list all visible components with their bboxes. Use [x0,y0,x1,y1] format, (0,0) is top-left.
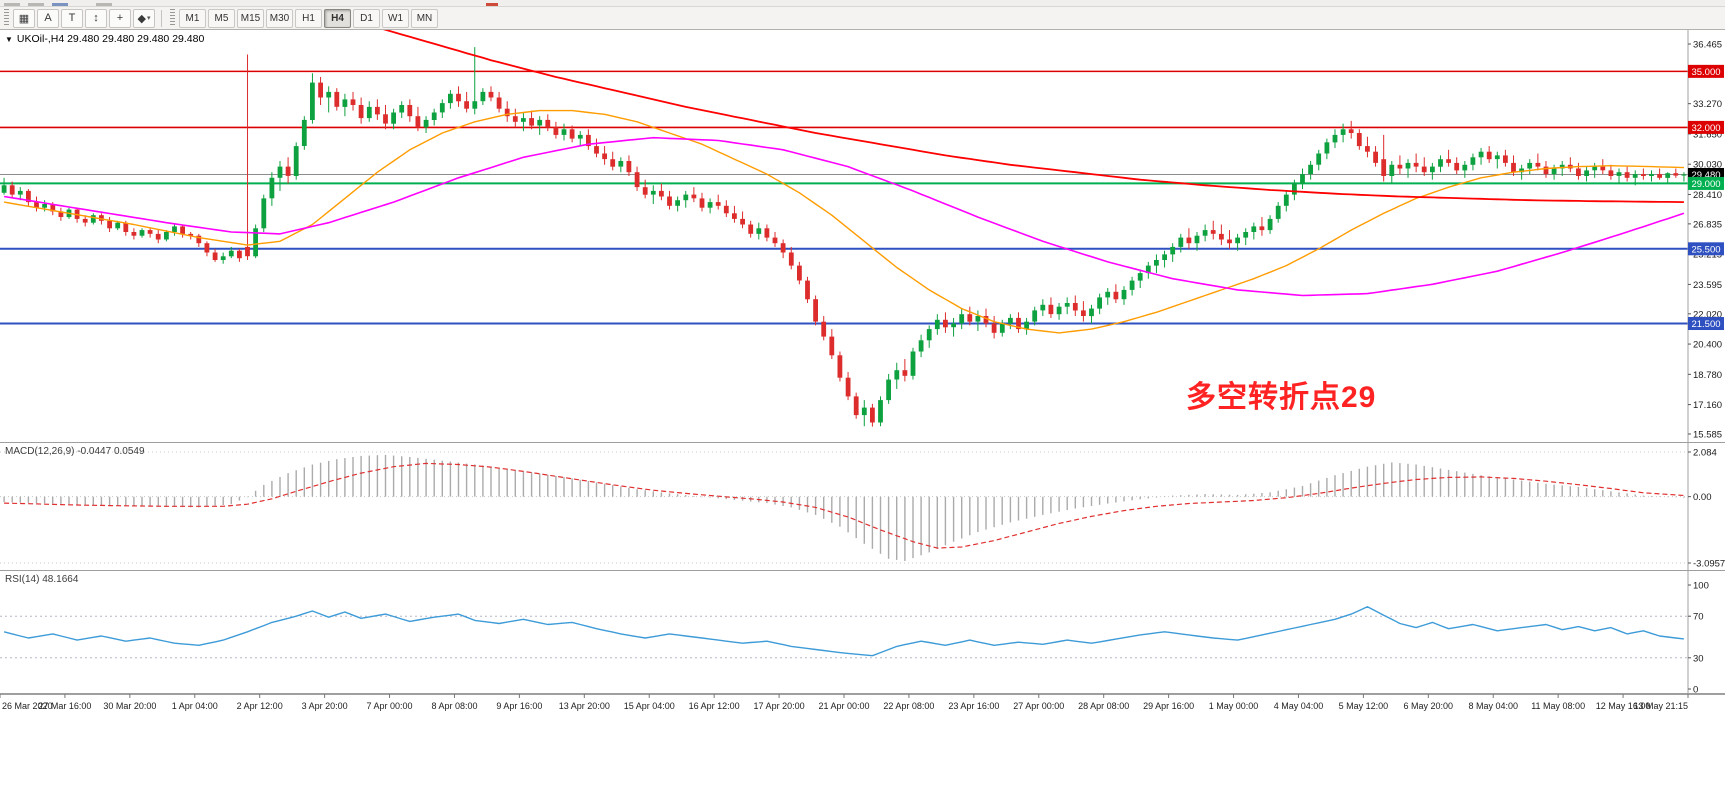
clipped-icon [28,3,44,6]
toolbar: ▦ A T ↕ + ◆ ▾ M1 M5 M15 M30 H1 H4 D1 W1 MN [0,7,1725,30]
svg-text:36.465: 36.465 [1693,40,1722,51]
clipped-icon [96,3,112,6]
timeframe-d1[interactable]: D1 [353,8,380,28]
main-chart-panel[interactable]: 36.46533.27031.65030.03028.41026.83525.2… [0,30,1725,443]
svg-text:15.585: 15.585 [1693,430,1722,441]
clipped-icon [52,3,68,6]
timeframe-m30[interactable]: M30 [266,8,293,28]
scale-tool[interactable]: ↕ [85,8,107,28]
svg-text:23.595: 23.595 [1693,280,1722,291]
timeframe-mn[interactable]: MN [411,8,438,28]
svg-text:29 Apr 16:00: 29 Apr 16:00 [1143,701,1194,711]
cursor-a-tool[interactable]: A [37,8,59,28]
macd-panel[interactable]: 2.084 0.00 -3.0957 MACD(12,26,9) -0.0447 0… [0,443,1725,571]
timeframe-m5[interactable]: M5 [208,8,235,28]
svg-text:27 Mar 16:00: 27 Mar 16:00 [38,701,91,711]
svg-text:30: 30 [1693,653,1704,664]
svg-text:28 Apr 08:00: 28 Apr 08:00 [1078,701,1129,711]
svg-text:21.500: 21.500 [1691,319,1720,330]
svg-text:9 Apr 16:00: 9 Apr 16:00 [496,701,542,711]
svg-text:26.835: 26.835 [1693,219,1722,230]
bottom-margin [0,722,1725,794]
svg-text:25.500: 25.500 [1691,244,1720,255]
svg-text:13 Apr 20:00: 13 Apr 20:00 [559,701,610,711]
clipped-icon [4,3,20,6]
timeframe-m1[interactable]: M1 [179,8,206,28]
svg-text:8 May 04:00: 8 May 04:00 [1468,701,1518,711]
chart-list-icon[interactable]: ▦ [13,8,35,28]
svg-text:27 Apr 00:00: 27 Apr 00:00 [1013,701,1064,711]
svg-text:16 Apr 12:00: 16 Apr 12:00 [689,701,740,711]
svg-text:8 Apr 08:00: 8 Apr 08:00 [431,701,477,711]
svg-text:3 Apr 20:00: 3 Apr 20:00 [302,701,348,711]
macd-label: MACD(12,26,9) -0.0447 0.0549 [5,446,145,457]
svg-text:26 Mar 2020: 26 Mar 2020 [2,701,53,711]
crosshair-tool[interactable]: + [109,8,131,28]
svg-text:28.410: 28.410 [1693,190,1722,201]
svg-text:11 May 08:00: 11 May 08:00 [1531,701,1585,711]
time-axis[interactable]: 26 Mar 2020 27 Mar 16:00 30 Mar 20:00 1 Apr… [0,694,1725,722]
svg-text:100: 100 [1693,581,1709,592]
timeframe-h4[interactable]: H4 [324,8,351,28]
annotation-text: 多空转折点29 [1186,381,1377,414]
main-chart-canvas[interactable]: 36.46533.27031.65030.03028.41026.83525.2… [0,30,1725,442]
timeframe-h1[interactable]: H1 [295,8,322,28]
svg-text:31.650: 31.650 [1693,129,1722,140]
svg-text:22.020: 22.020 [1693,309,1722,320]
svg-text:-3.0957: -3.0957 [1693,559,1725,570]
clipped-toolbar-row [0,0,1725,7]
timeframe-m15[interactable]: M15 [237,8,264,28]
svg-text:17 Apr 20:00: 17 Apr 20:00 [754,701,805,711]
svg-text:17.160: 17.160 [1693,400,1722,411]
rsi-label: RSI(14) 48.1664 [5,574,79,585]
svg-text:30 Mar 20:00: 30 Mar 20:00 [103,701,156,711]
svg-text:2.084: 2.084 [1693,448,1717,459]
svg-text:6 May 20:00: 6 May 20:00 [1404,701,1454,711]
svg-text:0: 0 [1693,685,1698,694]
clipped-icon [486,3,498,6]
macd-canvas[interactable]: 2.084 0.00 -3.0957 [0,443,1725,570]
svg-text:2 Apr 12:00: 2 Apr 12:00 [237,701,283,711]
chart-header: ▼ UKOil-,H4 29.480 29.480 29.480 29.480 [5,33,204,45]
rsi-panel[interactable]: 100 70 30 0 RSI(14) 48.1664 [0,571,1725,694]
svg-text:4 May 04:00: 4 May 04:00 [1274,701,1324,711]
svg-text:21 Apr 00:00: 21 Apr 00:00 [818,701,869,711]
svg-text:32.000: 32.000 [1691,123,1720,134]
timeframe-w1[interactable]: W1 [382,8,409,28]
toolbar-grip[interactable] [170,9,175,27]
svg-text:12 May 16:00: 12 May 16:00 [1596,701,1651,711]
chart-dropdown-icon[interactable]: ▼ [5,34,13,44]
svg-text:70: 70 [1693,612,1704,623]
chart-title: UKOil-,H4 29.480 29.480 29.480 29.480 [16,33,205,45]
toolbar-separator [161,9,162,27]
svg-text:0.00: 0.00 [1693,492,1712,503]
toolbar-grip[interactable] [4,9,9,27]
rsi-canvas: 100 70 30 0 [0,571,1725,693]
svg-text:13 May 21:15: 13 May 21:15 [1633,701,1688,711]
svg-text:33.270: 33.270 [1693,99,1722,110]
svg-text:30.030: 30.030 [1693,160,1722,171]
svg-text:15 Apr 04:00: 15 Apr 04:00 [624,701,675,711]
svg-text:35.000: 35.000 [1691,67,1720,78]
svg-text:29.000: 29.000 [1691,179,1720,190]
svg-text:29.480: 29.480 [1691,170,1720,181]
text-tool[interactable]: T [61,8,83,28]
svg-text:18.780: 18.780 [1693,370,1722,381]
svg-text:22 Apr 08:00: 22 Apr 08:00 [883,701,934,711]
svg-text:23 Apr 16:00: 23 Apr 16:00 [948,701,999,711]
shapes-tool[interactable]: ◆ ▾ [133,8,155,28]
svg-text:5 May 12:00: 5 May 12:00 [1339,701,1389,711]
svg-text:1 Apr 04:00: 1 Apr 04:00 [172,701,218,711]
svg-text:7 Apr 00:00: 7 Apr 00:00 [367,701,413,711]
svg-text:1 May 00:00: 1 May 00:00 [1209,701,1259,711]
dropdown-arrow-icon: ▾ [146,15,151,22]
svg-text:20.400: 20.400 [1693,340,1722,351]
